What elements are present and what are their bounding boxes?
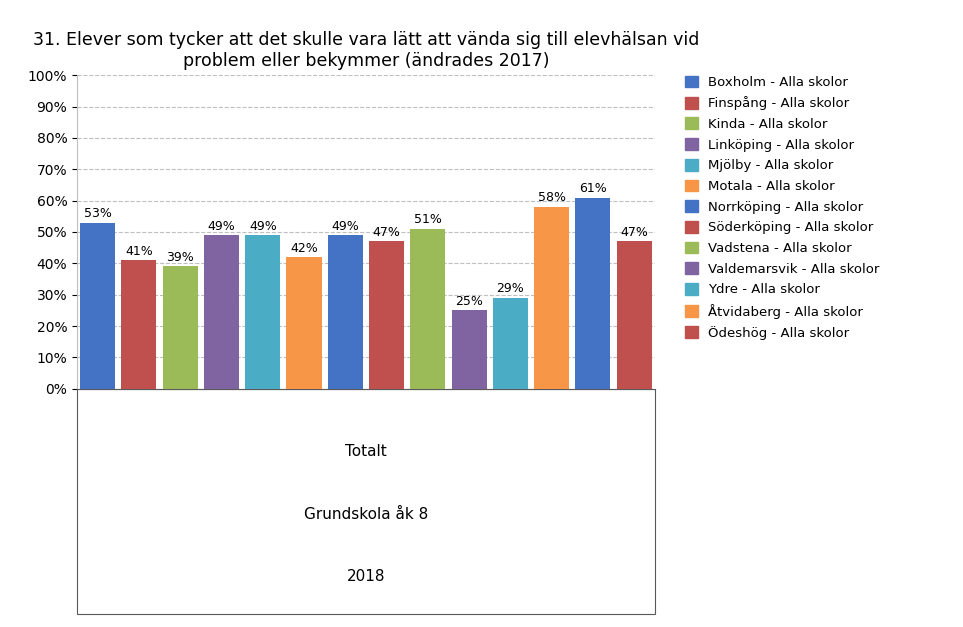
Bar (534, 207, 569, 389)
Text: 41%: 41% (125, 245, 153, 258)
Text: 58%: 58% (537, 191, 565, 204)
Text: 49%: 49% (331, 219, 359, 233)
Bar (204, 235, 239, 389)
Text: 61%: 61% (579, 182, 607, 195)
Bar (327, 235, 363, 389)
Bar (493, 298, 528, 389)
Bar (287, 257, 322, 389)
Bar (121, 260, 156, 389)
Bar (246, 235, 280, 389)
Bar (616, 241, 652, 389)
Bar (576, 198, 611, 389)
Text: 53%: 53% (84, 207, 112, 220)
Bar (369, 241, 404, 389)
Text: 31. Elever som tycker att det skulle vara lätt att vända sig till elevhälsan vid: 31. Elever som tycker att det skulle var… (33, 31, 699, 70)
Text: 25%: 25% (455, 295, 483, 308)
Legend: Boxholm - Alla skolor, Finspång - Alla skolor, Kinda - Alla skolor, Linköping - : Boxholm - Alla skolor, Finspång - Alla s… (685, 76, 879, 340)
Bar (452, 310, 486, 389)
Text: 47%: 47% (620, 226, 648, 239)
Text: 39%: 39% (167, 251, 195, 264)
Text: 51%: 51% (414, 213, 442, 226)
Text: Grundskola åk 8: Grundskola åk 8 (303, 507, 429, 522)
Text: 47%: 47% (373, 226, 401, 239)
Text: 29%: 29% (497, 282, 524, 295)
Text: 42%: 42% (290, 241, 318, 255)
Text: Totalt: Totalt (345, 444, 387, 459)
Bar (163, 266, 197, 389)
Bar (80, 223, 116, 389)
Text: 2018: 2018 (347, 569, 385, 584)
Text: 49%: 49% (208, 219, 235, 233)
Bar (410, 229, 445, 389)
Text: 49%: 49% (248, 219, 276, 233)
